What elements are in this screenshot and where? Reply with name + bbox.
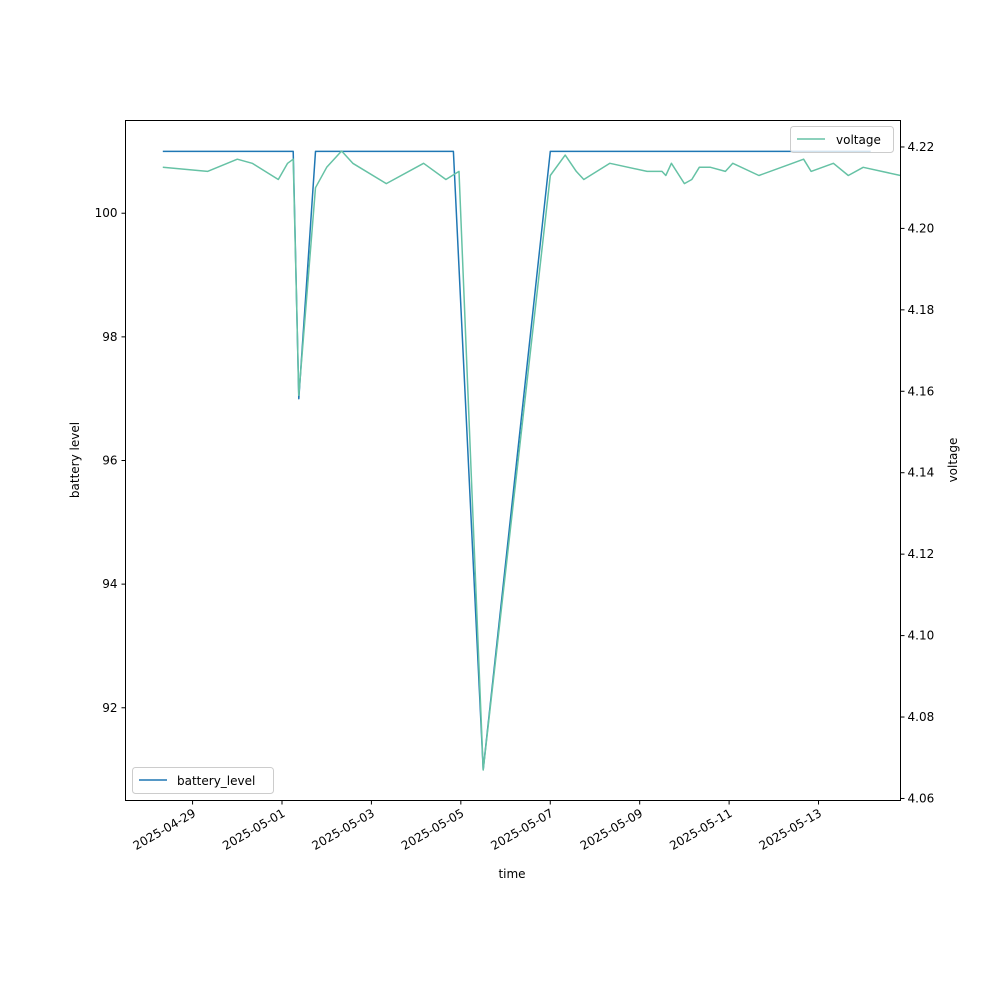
right-y-axis-title: voltage xyxy=(946,438,960,483)
legend-battery-level: battery_level xyxy=(132,767,274,794)
left-y-axis: 92 94 96 98 100 xyxy=(95,206,126,715)
legend-voltage: voltage xyxy=(790,126,894,153)
right-y-tick-label: 4.18 xyxy=(908,303,935,317)
left-y-tick-label: 100 xyxy=(95,206,118,220)
left-y-tick-label: 98 xyxy=(102,330,117,344)
right-y-tick-label: 4.20 xyxy=(908,221,935,235)
legend-box xyxy=(132,767,274,794)
right-y-tick-label: 4.06 xyxy=(908,791,935,805)
right-y-tick-label: 4.08 xyxy=(908,710,935,724)
series-line-voltage xyxy=(162,150,901,771)
right-y-tick-label: 4.16 xyxy=(908,384,935,398)
legend-label-battery-level: battery_level xyxy=(177,774,255,788)
left-y-axis-title: battery level xyxy=(68,422,82,498)
right-y-tick-label: 4.12 xyxy=(908,547,935,561)
right-y-tick-label: 4.22 xyxy=(908,140,935,154)
series-layer xyxy=(162,150,901,771)
right-y-axis: 4.06 4.08 4.10 4.12 4.14 4.16 4.18 4.20 4.22 xyxy=(900,140,935,805)
left-y-tick-label: 94 xyxy=(102,577,117,591)
right-y-tick-label: 4.10 xyxy=(908,629,935,643)
left-y-tick-label: 96 xyxy=(102,454,117,468)
left-y-tick-label: 92 xyxy=(102,701,117,715)
x-axis-title: time xyxy=(498,867,525,881)
legend-box xyxy=(790,126,894,153)
legend-label-voltage: voltage xyxy=(836,133,881,147)
right-y-tick-label: 4.14 xyxy=(908,466,935,480)
